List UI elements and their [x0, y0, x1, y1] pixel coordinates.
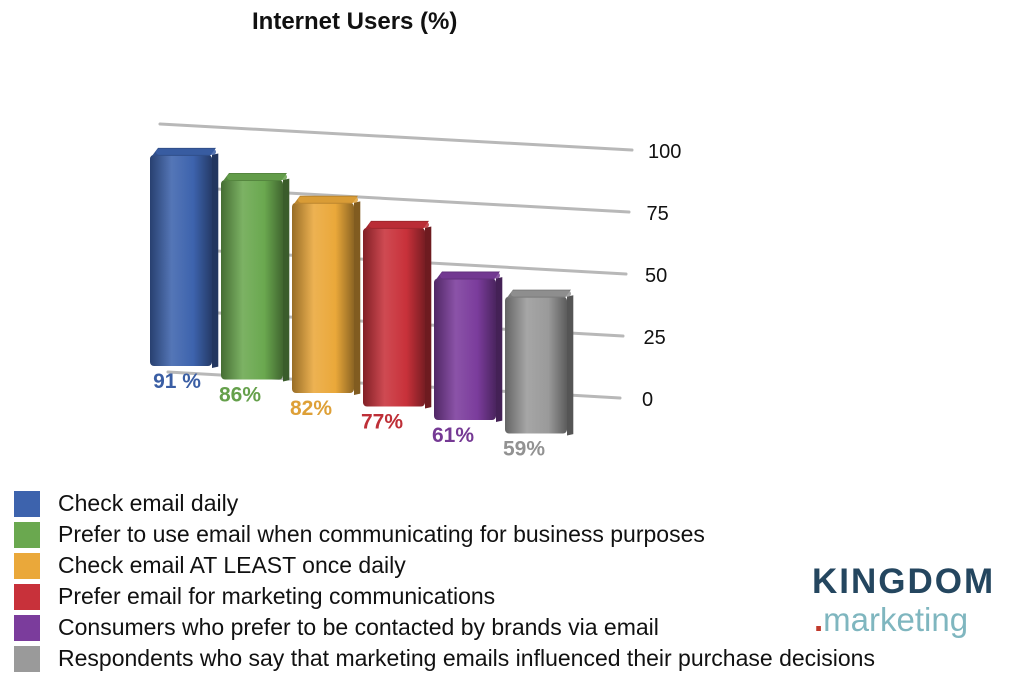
legend-label: Prefer email for marketing communication…	[58, 583, 496, 609]
legend-swatch	[14, 583, 40, 610]
bar	[292, 195, 361, 395]
y-tick-label: 100	[648, 141, 681, 163]
kingdom-marketing-logo: KINGDOM .marketing	[812, 562, 995, 638]
legend-swatch	[14, 645, 40, 672]
y-tick-labels: 0 25 50 75 100	[642, 141, 681, 411]
legend-item: Prefer to use email when communicating f…	[14, 519, 875, 550]
bars	[150, 147, 574, 436]
y-tick-label: 75	[647, 203, 669, 225]
legend-swatch	[14, 490, 40, 517]
chart-title: Internet Users (%)	[252, 8, 458, 35]
y-tick-label: 50	[645, 265, 667, 287]
logo-subtext-word: marketing	[823, 601, 969, 638]
y-tick-label: 25	[644, 327, 666, 349]
logo-wordmark: KINGDOM	[812, 562, 996, 601]
data-label: 82%	[290, 397, 332, 420]
legend-swatch	[14, 614, 40, 641]
data-label: 86%	[219, 384, 261, 407]
data-labels: 91 % 86% 82% 77% 61% 59%	[153, 370, 545, 461]
logo-dot: .	[814, 601, 824, 638]
data-label: 91 %	[153, 370, 201, 393]
y-tick-label: 0	[642, 389, 653, 411]
legend-item: Consumers who prefer to be contacted by …	[14, 612, 875, 643]
legend-item: Check email AT LEAST once daily	[14, 550, 875, 581]
legend-label: Check email daily	[58, 490, 239, 516]
bar	[150, 147, 219, 368]
bar	[221, 172, 290, 382]
grid-line	[158, 122, 634, 152]
legend-item: Prefer email for marketing communication…	[14, 581, 875, 612]
legend-swatch	[14, 521, 40, 548]
bar	[505, 289, 574, 436]
legend-item: Check email daily	[14, 488, 875, 519]
legend-label: Consumers who prefer to be contacted by …	[58, 614, 659, 640]
data-label: 61%	[432, 424, 474, 447]
bar	[363, 220, 432, 409]
legend-label: Prefer to use email when communicating f…	[58, 521, 705, 547]
legend-label: Check email AT LEAST once daily	[58, 552, 406, 578]
legend-label: Respondents who say that marketing email…	[58, 645, 875, 671]
data-label: 59%	[503, 438, 545, 461]
data-label: 77%	[361, 411, 403, 434]
bar	[434, 271, 503, 422]
legend: Check email daily Prefer to use email wh…	[14, 488, 875, 674]
logo-subtext: .marketing	[814, 602, 995, 638]
legend-item: Respondents who say that marketing email…	[14, 643, 875, 674]
legend-swatch	[14, 552, 40, 579]
